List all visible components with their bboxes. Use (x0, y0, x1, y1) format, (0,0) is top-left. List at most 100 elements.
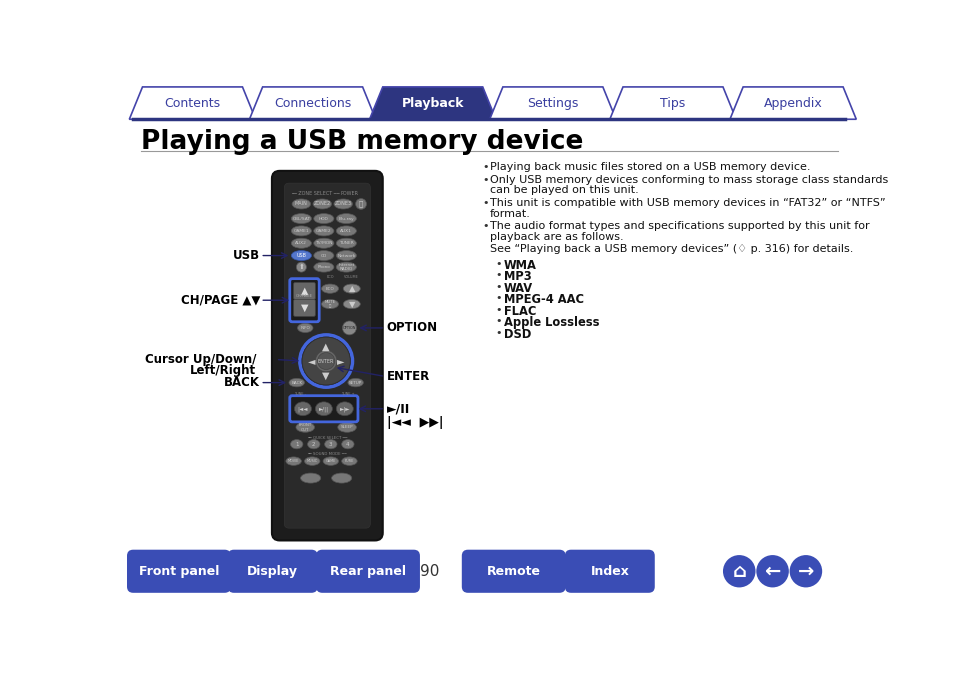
Text: •: • (482, 221, 489, 232)
Text: →: → (797, 562, 813, 581)
Text: ◄: ◄ (308, 356, 314, 366)
Text: Appendix: Appendix (763, 98, 821, 110)
Ellipse shape (291, 226, 311, 236)
Text: MUTE
🔇: MUTE 🔇 (324, 299, 335, 308)
Text: Internet
RADIO: Internet RADIO (338, 262, 355, 271)
Text: •: • (482, 175, 489, 185)
Text: Left/Right: Left/Right (190, 364, 256, 377)
Circle shape (355, 199, 366, 209)
Text: ── QUICK SELECT ──: ── QUICK SELECT ── (307, 435, 347, 439)
Ellipse shape (332, 473, 352, 483)
Polygon shape (609, 87, 736, 119)
Circle shape (756, 555, 788, 588)
Text: MOVIE: MOVIE (288, 459, 299, 463)
Text: •: • (482, 198, 489, 208)
Text: ▼: ▼ (348, 299, 355, 308)
Ellipse shape (321, 299, 338, 309)
Text: 1: 1 (294, 441, 298, 447)
Circle shape (342, 321, 356, 335)
Text: ZONE2: ZONE2 (314, 201, 331, 207)
Text: WAV: WAV (503, 282, 532, 295)
Text: CH/PAGE ▲▼: CH/PAGE ▲▼ (181, 293, 260, 307)
Text: ⬆: ⬆ (298, 264, 304, 270)
Text: Index: Index (590, 565, 629, 577)
Ellipse shape (314, 226, 334, 236)
Ellipse shape (304, 457, 319, 465)
Ellipse shape (314, 250, 334, 260)
Text: can be played on this unit.: can be played on this unit. (489, 186, 638, 195)
Polygon shape (130, 87, 255, 119)
Ellipse shape (314, 238, 334, 248)
Text: MAIN: MAIN (294, 201, 308, 207)
Text: MPEG-4 AAC: MPEG-4 AAC (503, 293, 583, 306)
Text: SETUP: SETUP (349, 381, 362, 384)
Text: CD: CD (320, 254, 327, 258)
Text: ▼: ▼ (322, 371, 330, 381)
Text: •: • (496, 282, 501, 291)
FancyBboxPatch shape (461, 550, 565, 593)
Polygon shape (489, 87, 616, 119)
Text: ── ZONE SELECT ──: ── ZONE SELECT ── (292, 191, 339, 197)
Text: DSD: DSD (503, 328, 531, 341)
Text: •: • (496, 328, 501, 338)
Text: ▼: ▼ (300, 303, 308, 313)
FancyBboxPatch shape (127, 550, 231, 593)
Circle shape (722, 555, 755, 588)
Polygon shape (249, 87, 375, 119)
Text: Playing a USB memory device: Playing a USB memory device (141, 129, 582, 155)
Ellipse shape (335, 238, 356, 248)
FancyBboxPatch shape (290, 396, 357, 422)
Ellipse shape (337, 422, 356, 432)
FancyBboxPatch shape (272, 171, 382, 540)
Ellipse shape (335, 213, 356, 223)
Text: TV/MON: TV/MON (314, 241, 333, 245)
Text: Contents: Contents (164, 98, 220, 110)
Circle shape (789, 555, 821, 588)
Text: POWER: POWER (339, 191, 357, 197)
Text: ENTER: ENTER (317, 359, 334, 363)
FancyBboxPatch shape (564, 550, 654, 593)
Text: ECO: ECO (326, 275, 334, 279)
Text: playback are as follows.: playback are as follows. (489, 232, 622, 242)
Ellipse shape (341, 439, 354, 449)
Text: ⌂: ⌂ (732, 562, 745, 581)
Text: HDD: HDD (318, 217, 329, 221)
Text: ►/II: ►/II (386, 402, 410, 415)
Text: ►|►: ►|► (339, 406, 350, 411)
Text: TUNE -: TUNE - (294, 392, 306, 396)
Ellipse shape (291, 250, 311, 260)
Text: See “Playing back a USB memory devices” (♢ p. 316) for details.: See “Playing back a USB memory devices” … (489, 244, 852, 254)
Text: TUNER: TUNER (338, 241, 354, 245)
Circle shape (317, 353, 335, 369)
Text: Playback: Playback (401, 98, 463, 110)
Text: USB: USB (233, 249, 260, 262)
Ellipse shape (335, 250, 356, 260)
Text: •: • (496, 305, 501, 315)
Text: ►: ► (336, 356, 344, 366)
Text: TUNE +: TUNE + (341, 392, 355, 396)
Text: USB: USB (296, 253, 306, 258)
Text: AUX2: AUX2 (295, 241, 307, 245)
Text: The audio format types and specifications supported by this unit for: The audio format types and specification… (489, 221, 868, 232)
Circle shape (315, 350, 336, 371)
Text: ⏻: ⏻ (358, 201, 363, 207)
Ellipse shape (343, 284, 360, 293)
Text: Playing back music files stored on a USB memory device.: Playing back music files stored on a USB… (489, 162, 809, 172)
Text: BACK: BACK (291, 381, 302, 384)
Ellipse shape (314, 262, 334, 272)
Text: Display: Display (247, 565, 298, 577)
Text: INFO: INFO (300, 326, 310, 330)
Text: Connections: Connections (274, 98, 351, 110)
Text: FRONT
OUT: FRONT OUT (298, 423, 312, 431)
Text: This unit is compatible with USB memory devices in “FAT32” or “NTFS”: This unit is compatible with USB memory … (489, 198, 884, 208)
Text: MUSIC: MUSIC (306, 459, 317, 463)
Text: 4: 4 (346, 441, 349, 447)
Ellipse shape (294, 402, 311, 416)
Text: ▲: ▲ (322, 341, 330, 351)
Text: ▲: ▲ (300, 286, 308, 296)
FancyBboxPatch shape (294, 283, 315, 299)
Text: Blu-ray: Blu-ray (338, 217, 354, 221)
Text: 2: 2 (312, 441, 315, 447)
Text: GAME: GAME (325, 459, 335, 463)
Text: CH/PAGE: CH/PAGE (295, 293, 313, 297)
